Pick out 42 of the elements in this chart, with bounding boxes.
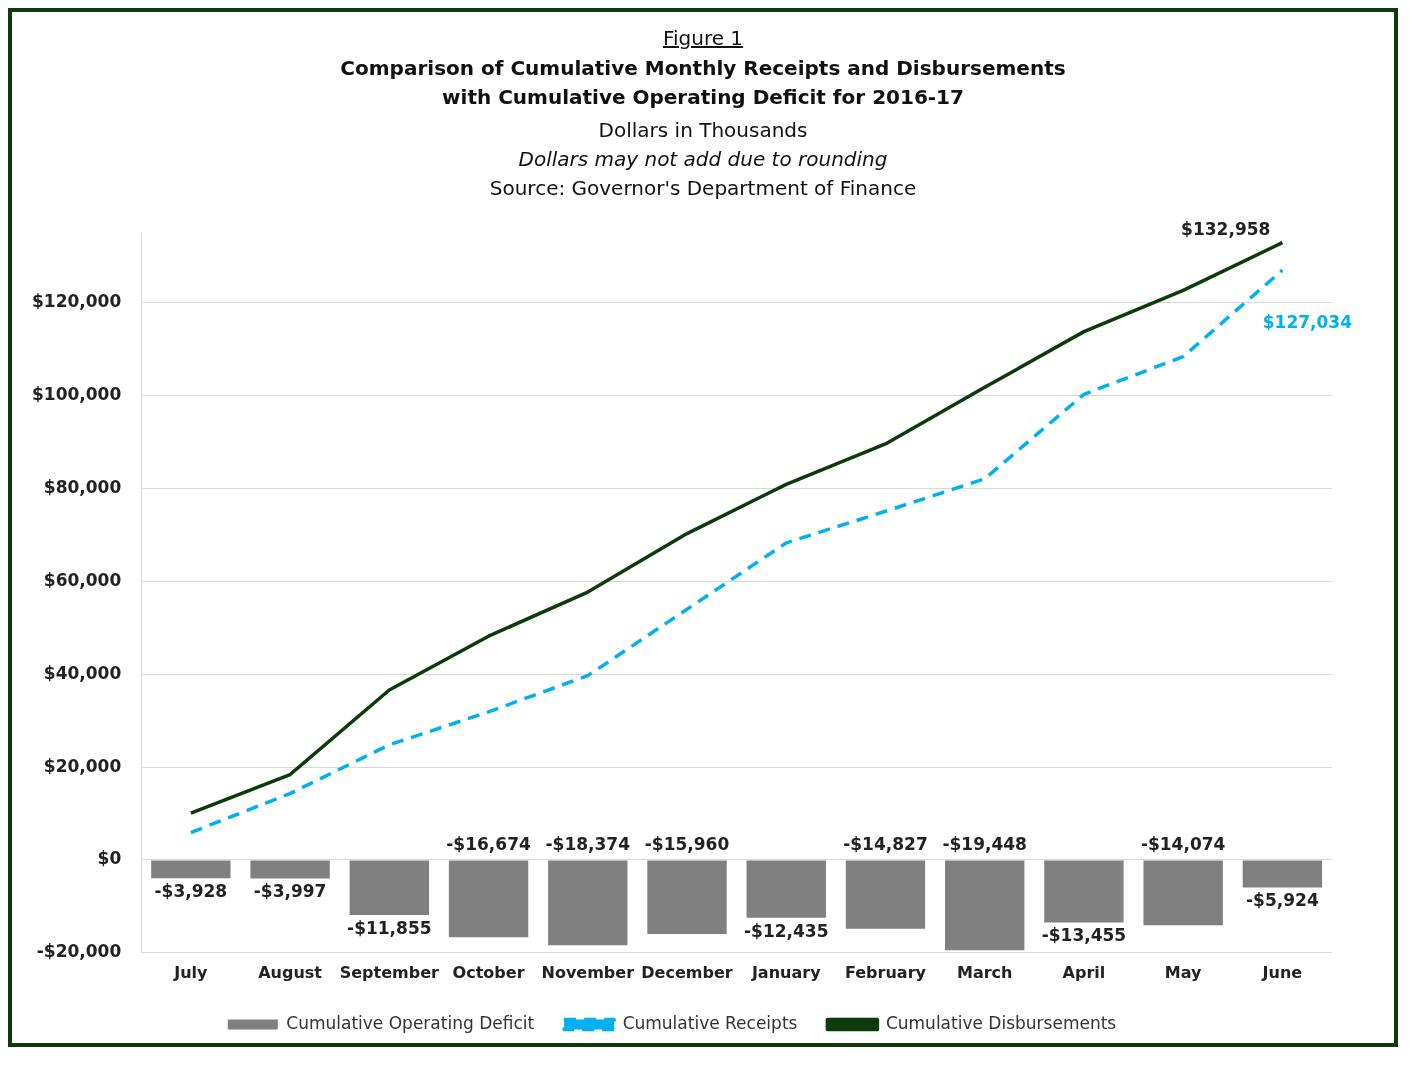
x-tick-label: November <box>541 962 635 982</box>
data-label: -$18,374 <box>545 833 631 854</box>
data-label: -$13,455 <box>1041 925 1127 946</box>
data-label: -$5,924 <box>1246 890 1319 911</box>
y-tick-label: $100,000 <box>31 384 122 405</box>
data-label: -$19,448 <box>942 833 1027 854</box>
legend-label: Cumulative Receipts <box>622 1012 798 1033</box>
source-note: Source: Governor's Department of Finance <box>488 175 918 202</box>
data-label: -$3,997 <box>253 881 327 902</box>
y-tick-label: $20,000 <box>43 755 122 776</box>
data-label: -$3,928 <box>154 881 228 902</box>
y-tick-label: $80,000 <box>43 476 122 497</box>
data-label: $127,034 <box>1262 312 1353 333</box>
x-tick-label: August <box>258 962 323 982</box>
x-tick-label: July <box>173 962 209 982</box>
x-tick-label: October <box>452 962 525 982</box>
y-tick-label: $0 <box>97 848 122 869</box>
legend-label: Cumulative Disbursements <box>885 1012 1117 1033</box>
x-tick-label: September <box>339 962 440 982</box>
y-tick-label: $120,000 <box>31 291 122 312</box>
data-label: -$12,435 <box>743 920 829 941</box>
data-label: -$14,827 <box>843 833 928 854</box>
x-tick-label: December <box>641 962 733 982</box>
x-tick-label: April <box>1062 962 1106 982</box>
x-tick-label: February <box>844 962 927 982</box>
y-tick-label: $60,000 <box>43 569 122 590</box>
x-tick-label: March <box>956 962 1013 982</box>
legend-label: Cumulative Operating Deficit <box>286 1012 535 1033</box>
data-label: $132,958 <box>1181 218 1271 239</box>
text: Dollars may not add due to rounding <box>517 146 889 173</box>
chart-title: Figure 1 <box>661 26 745 50</box>
data-label: -$15,960 <box>644 833 730 854</box>
x-tick-label: June <box>1261 962 1303 982</box>
x-tick-label: January <box>750 962 822 982</box>
chart-subtitle: Comparison of Cumulative Monthly Receipts and Disbursements with Cumulative Operating Deficit for 2016-17 <box>339 55 1067 111</box>
y-tick-label: -$20,000 <box>36 941 122 962</box>
text: Dollars in Thousands <box>597 117 809 144</box>
data-label: -$11,855 <box>347 917 432 938</box>
data-label: -$16,674 <box>446 833 531 854</box>
y-tick-label: $40,000 <box>43 662 122 683</box>
x-tick-label: May <box>1164 962 1203 982</box>
data-label: -$14,074 <box>1140 833 1226 854</box>
